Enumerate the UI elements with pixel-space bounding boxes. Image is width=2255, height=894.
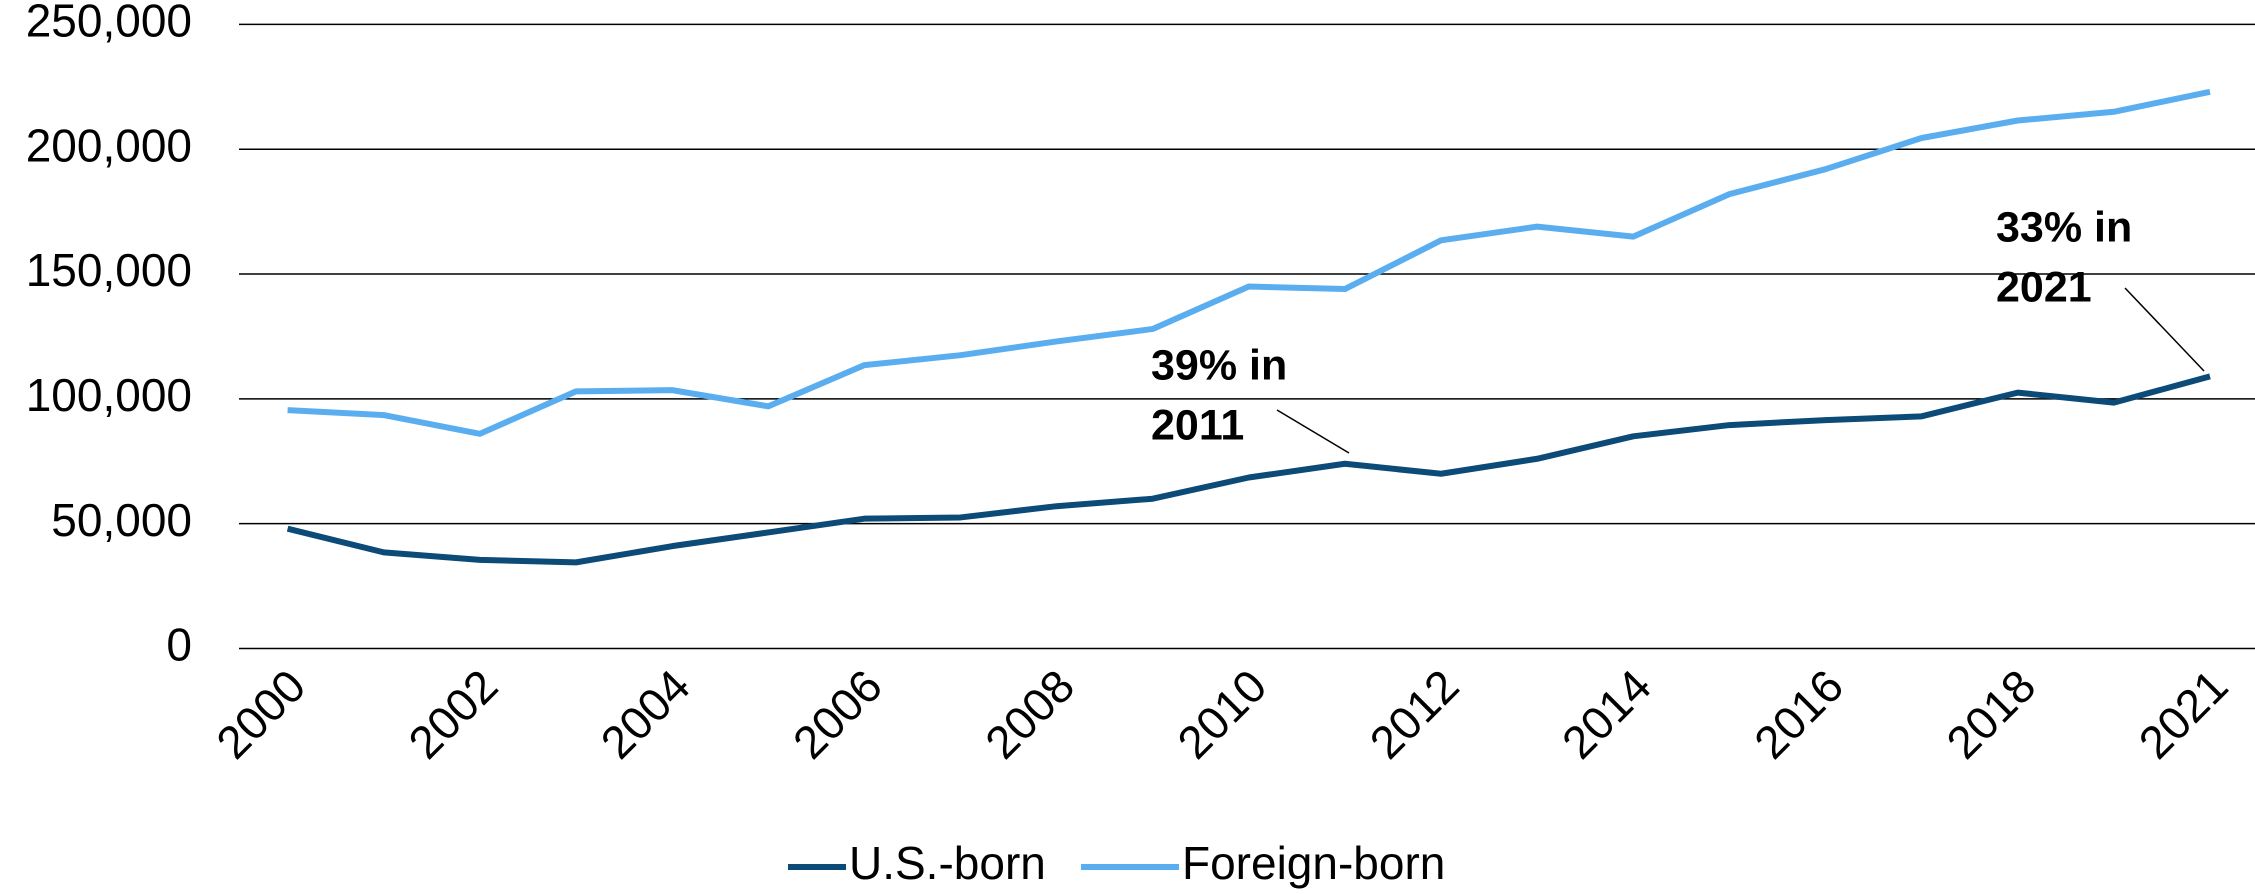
annotation: 39% in bbox=[1151, 341, 1287, 389]
annotation-leader bbox=[2124, 287, 2205, 372]
x-tick-label: 2008 bbox=[975, 659, 1084, 768]
legend-label: Foreign-born bbox=[1182, 837, 1445, 889]
line-series bbox=[287, 88, 2211, 437]
x-tick-label: 2016 bbox=[1744, 659, 1853, 768]
x-tick-label: 2018 bbox=[1936, 659, 2045, 768]
y-tick-label: 0 bbox=[166, 619, 192, 671]
x-tick-label: 2014 bbox=[1552, 659, 1661, 768]
line-series bbox=[286, 373, 2211, 566]
y-tick-label: 150,000 bbox=[26, 244, 192, 296]
annotation: 33% in bbox=[1996, 203, 2132, 251]
x-tick-label: 2012 bbox=[1360, 659, 1469, 768]
y-tick-label: 200,000 bbox=[26, 119, 192, 171]
y-tick-label: 50,000 bbox=[51, 494, 192, 546]
legend-label: U.S.-born bbox=[849, 837, 1046, 889]
annotation: 2011 bbox=[1151, 401, 1244, 449]
annotation-leader bbox=[1276, 409, 1350, 454]
x-tick-label: 2021 bbox=[2129, 659, 2238, 768]
annotation: 2021 bbox=[1996, 263, 2092, 311]
x-tick-label: 2004 bbox=[591, 659, 700, 768]
x-tick-label: 2000 bbox=[206, 659, 315, 768]
x-tick-label: 2006 bbox=[783, 659, 892, 768]
y-tick-label: 100,000 bbox=[26, 369, 192, 421]
x-tick-label: 2010 bbox=[1167, 659, 1276, 768]
y-tick-label: 250,000 bbox=[26, 0, 192, 47]
x-tick-label: 2002 bbox=[398, 659, 507, 768]
